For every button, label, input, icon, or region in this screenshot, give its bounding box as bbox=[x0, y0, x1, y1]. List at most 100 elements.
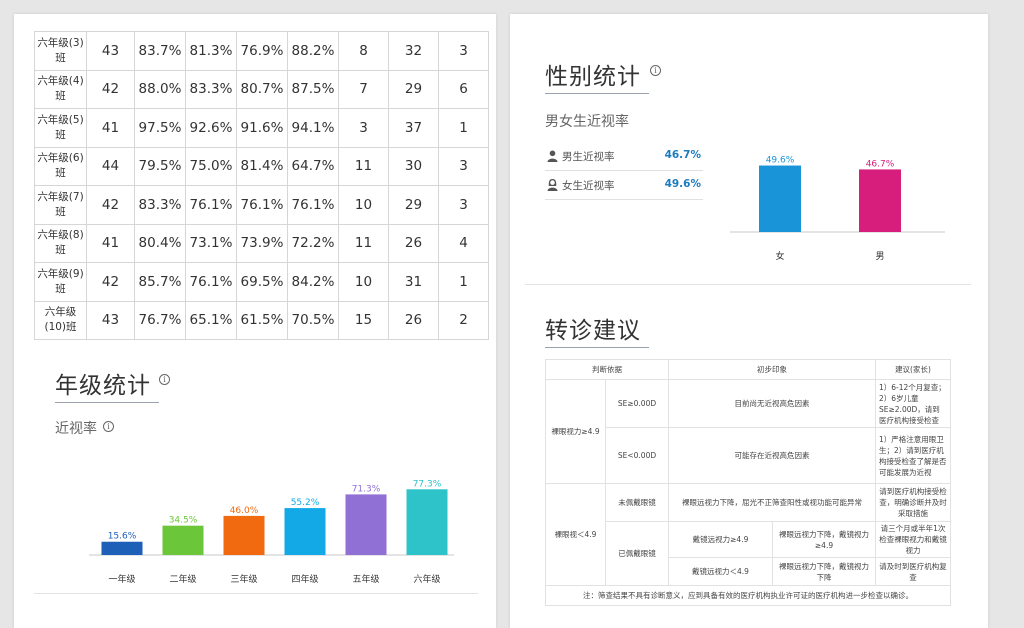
count-cell: 2 bbox=[438, 300, 489, 340]
student-count-cell: 41 bbox=[86, 223, 135, 263]
sub-corrected-good: 戴镜远视力≥4.9 bbox=[668, 521, 773, 558]
count-cell: 10 bbox=[338, 185, 389, 225]
rate-cell: 94.1% bbox=[287, 108, 339, 148]
count-cell: 26 bbox=[388, 300, 439, 340]
rate-cell: 83.7% bbox=[134, 31, 186, 71]
rate-cell: 73.9% bbox=[236, 223, 288, 263]
gender-myopia-chart: 49.6% 女 46.7% 男 bbox=[730, 156, 945, 262]
male-myopia-row: 男生近视率 46.7% bbox=[545, 142, 703, 171]
count-cell: 7 bbox=[338, 69, 389, 109]
rate-cell: 75.0% bbox=[185, 146, 237, 186]
student-count-cell: 41 bbox=[86, 108, 135, 148]
cond-with-glasses: 已佩戴眼镜 bbox=[605, 521, 669, 586]
student-count-cell: 42 bbox=[86, 185, 135, 225]
class-name-cell: 六年级(5)班 bbox=[34, 108, 87, 148]
rate-cell: 87.5% bbox=[287, 69, 339, 109]
category-label: 四年级 bbox=[291, 573, 318, 585]
advice-recheck-hospital: 请及时到医疗机构复查 bbox=[875, 557, 951, 586]
male-user-icon bbox=[547, 150, 558, 162]
count-cell: 11 bbox=[338, 146, 389, 186]
rate-cell: 84.2% bbox=[287, 262, 339, 302]
bar[interactable] bbox=[406, 489, 448, 555]
gender-stats-title: 性别统计 bbox=[545, 64, 641, 90]
table-row: 六年级(4)班 42 88.0% 83.3% 80.7% 87.5% 7 29 6 bbox=[34, 69, 489, 109]
count-cell: 4 bbox=[438, 223, 489, 263]
cond-se-positive: SE≥0.00D bbox=[605, 379, 669, 428]
basis-low-vision: 裸眼视＜4.9 bbox=[545, 483, 606, 586]
class-name-cell: 六年级(6)班 bbox=[34, 146, 87, 186]
student-count-cell: 43 bbox=[86, 31, 135, 71]
sub-corrected-poor: 戴镜远视力＜4.9 bbox=[668, 557, 773, 586]
female-myopia-row: 女生近视率 49.6% bbox=[545, 171, 703, 200]
rate-cell: 81.4% bbox=[236, 146, 288, 186]
count-cell: 3 bbox=[438, 185, 489, 225]
bar[interactable] bbox=[223, 515, 265, 555]
rate-cell: 85.7% bbox=[134, 262, 186, 302]
count-cell: 37 bbox=[388, 108, 439, 148]
rate-cell: 91.6% bbox=[236, 108, 288, 148]
rate-cell: 76.7% bbox=[134, 300, 186, 340]
count-cell: 32 bbox=[388, 31, 439, 71]
count-cell: 1 bbox=[438, 262, 489, 302]
advice-periodic-check: 请三个月或半年1次检查裸眼视力和戴镜视力 bbox=[875, 521, 951, 558]
table-row: 六年级(8)班 41 80.4% 73.1% 73.9% 72.2% 11 26 4 bbox=[34, 223, 489, 263]
bar-value-label: 49.6% bbox=[766, 156, 795, 166]
count-cell: 1 bbox=[438, 108, 489, 148]
bar[interactable] bbox=[162, 525, 204, 555]
bar[interactable] bbox=[759, 165, 801, 232]
table-row: 六年级(7)班 42 83.3% 76.1% 76.1% 76.1% 10 29 3 bbox=[34, 185, 489, 225]
bar-value-label: 34.5% bbox=[169, 516, 198, 526]
rate-cell: 83.3% bbox=[134, 185, 186, 225]
info-icon[interactable]: i bbox=[103, 421, 114, 432]
rate-cell: 61.5% bbox=[236, 300, 288, 340]
rate-cell: 88.0% bbox=[134, 69, 186, 109]
category-label: 五年级 bbox=[352, 573, 379, 585]
section-divider bbox=[34, 593, 478, 594]
impression-risk: 可能存在近视高危因素 bbox=[668, 427, 876, 484]
bar[interactable] bbox=[345, 494, 387, 555]
count-cell: 8 bbox=[338, 31, 389, 71]
count-cell: 31 bbox=[388, 262, 439, 302]
student-count-cell: 42 bbox=[86, 69, 135, 109]
count-cell: 11 bbox=[338, 223, 389, 263]
student-count-cell: 44 bbox=[86, 146, 135, 186]
basis-normal-vision: 裸眼视力≥4.9 bbox=[545, 379, 606, 484]
info-icon[interactable]: i bbox=[650, 65, 661, 76]
impression-no-risk: 目前尚无近视高危因素 bbox=[668, 379, 876, 428]
bar-value-label: 71.3% bbox=[352, 484, 381, 494]
student-count-cell: 42 bbox=[86, 262, 135, 302]
class-name-cell: 六年级(4)班 bbox=[34, 69, 87, 109]
rate-cell: 83.3% bbox=[185, 69, 237, 109]
rate-cell: 88.2% bbox=[287, 31, 339, 71]
category-label: 三年级 bbox=[230, 573, 257, 585]
header-basis: 判断依据 bbox=[545, 359, 669, 380]
table-row: 六年级(5)班 41 97.5% 92.6% 91.6% 94.1% 3 37 1 bbox=[34, 108, 489, 148]
grade-stats-title: 年级统计 bbox=[55, 373, 151, 399]
rate-cell: 80.7% bbox=[236, 69, 288, 109]
referral-footnote: 注：筛查结果不具有诊断意义，应到具备有效的医疗机构执业许可证的医疗机构进一步检查… bbox=[545, 585, 951, 606]
impression-corrected-poor: 裸眼远视力下降，戴镜视力下降 bbox=[772, 557, 876, 586]
bar-value-label: 55.2% bbox=[291, 498, 320, 508]
cond-no-glasses: 未佩戴眼镜 bbox=[605, 483, 669, 522]
rate-cell: 76.1% bbox=[185, 262, 237, 302]
section-divider bbox=[525, 284, 971, 285]
rate-cell: 65.1% bbox=[185, 300, 237, 340]
table-row: 六年级(6)班 44 79.5% 75.0% 81.4% 64.7% 11 30 3 bbox=[34, 146, 489, 186]
bar[interactable] bbox=[101, 541, 143, 555]
count-cell: 29 bbox=[388, 185, 439, 225]
count-cell: 15 bbox=[338, 300, 389, 340]
title-underline bbox=[545, 347, 649, 348]
count-cell: 6 bbox=[438, 69, 489, 109]
rate-cell: 92.6% bbox=[185, 108, 237, 148]
rate-cell: 97.5% bbox=[134, 108, 186, 148]
advice-recheck: 1）6-12个月复查；2）6岁儿童SE≥2.00D，请到医疗机构接受检查 bbox=[875, 379, 951, 428]
rate-cell: 79.5% bbox=[134, 146, 186, 186]
bar[interactable] bbox=[859, 169, 901, 232]
category-label: 女 bbox=[775, 250, 784, 262]
bar[interactable] bbox=[284, 508, 326, 555]
rate-cell: 81.3% bbox=[185, 31, 237, 71]
info-icon[interactable]: i bbox=[159, 374, 170, 385]
count-cell: 30 bbox=[388, 146, 439, 186]
referral-table: 判断依据 初步印象 建议(家长) 裸眼视力≥4.9 SE≥0.00D 目前尚无近… bbox=[545, 359, 951, 606]
rate-cell: 76.1% bbox=[287, 185, 339, 225]
